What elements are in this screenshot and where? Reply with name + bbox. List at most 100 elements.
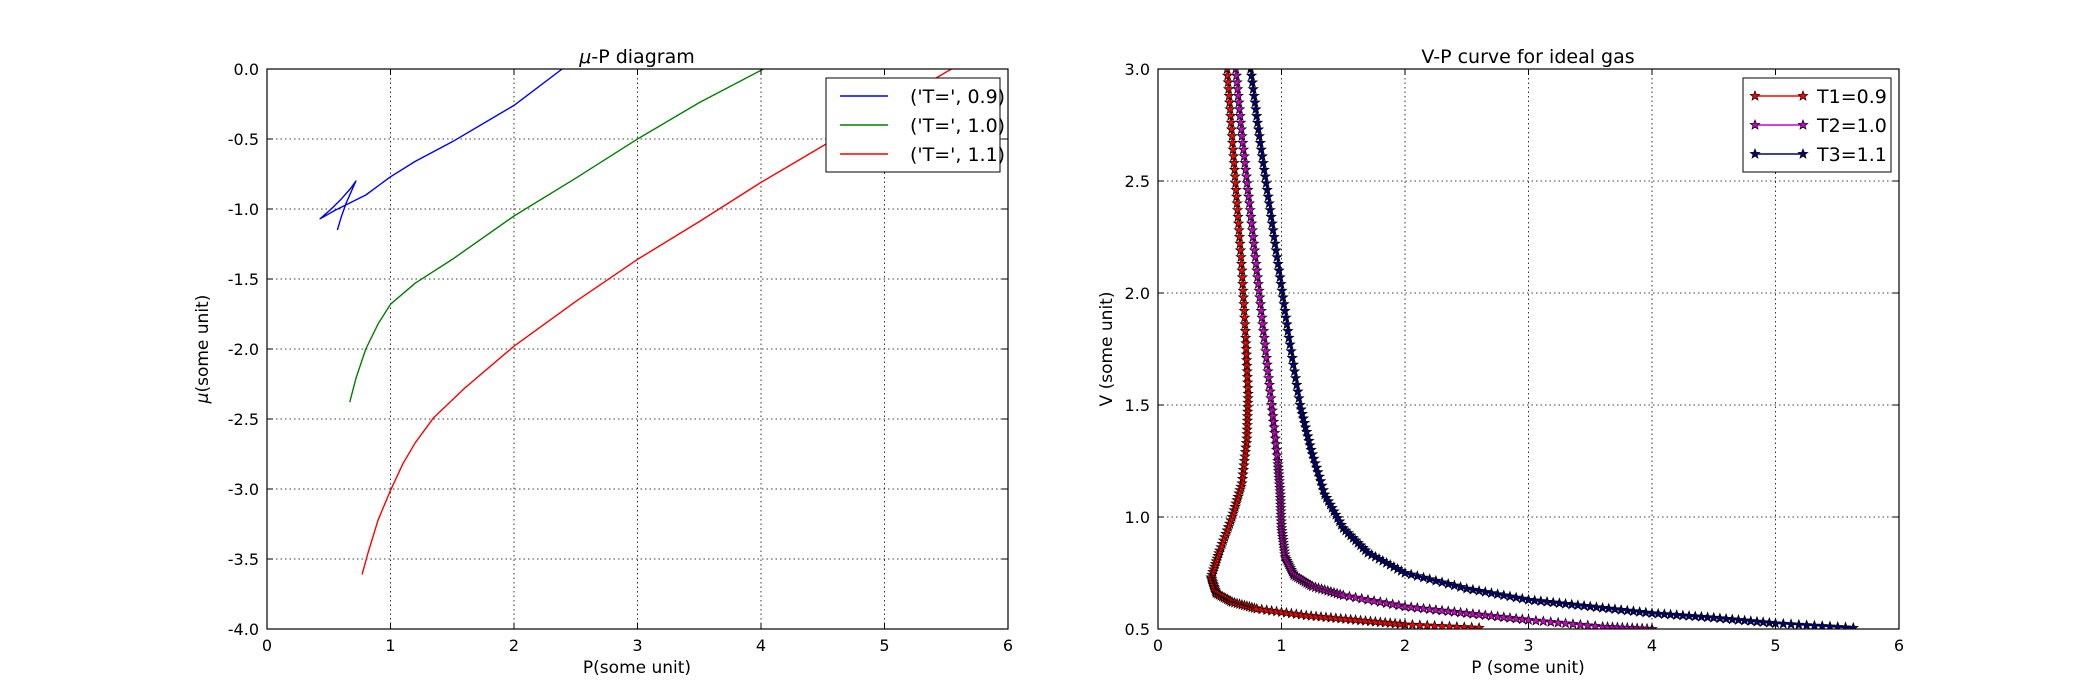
data-point (1708, 611, 1720, 623)
data-point (1652, 607, 1664, 619)
data-point (1245, 69, 1258, 81)
data-point (1247, 231, 1259, 242)
x-tick-label: 0 (262, 636, 272, 655)
data-point (1253, 284, 1265, 296)
data-point (1479, 586, 1491, 597)
data-point (1283, 331, 1295, 343)
data-point (1417, 602, 1430, 614)
data-point (1251, 264, 1263, 276)
y-tick-label: 3.0 (1125, 60, 1150, 79)
data-point (1255, 304, 1267, 316)
data-point (1250, 110, 1263, 121)
data-point (1670, 609, 1683, 620)
data-point (1262, 372, 1275, 383)
x-tick-label: 5 (879, 636, 889, 655)
chart1-title: μ-P diagram (578, 46, 694, 68)
data-point (1552, 616, 1564, 628)
data-point (1356, 592, 1368, 604)
data-point (1757, 616, 1769, 628)
data-point (1249, 96, 1261, 108)
chart2-x-axis-label: P (some unit) (1471, 658, 1585, 678)
data-point (1421, 619, 1433, 629)
data-point (1276, 284, 1288, 296)
data-point (1343, 590, 1356, 602)
data-point (1250, 103, 1262, 115)
chart2-ticks: 0 1 2 3 4 5 6 0.5 1.0 1.5 2.0 2.5 3.0 (1125, 60, 1905, 655)
data-point (1252, 123, 1265, 135)
data-point (1785, 618, 1797, 629)
data-point (1284, 338, 1296, 350)
data-point (1627, 605, 1640, 617)
y-tick-label: -0.5 (228, 130, 259, 149)
data-point (1264, 204, 1276, 215)
data-point (1251, 271, 1264, 283)
data-point (1242, 190, 1255, 202)
data-point (1231, 83, 1244, 95)
data-point (1258, 331, 1270, 343)
legend-label-1: T1=0.9 (1816, 86, 1887, 108)
data-point (1640, 606, 1652, 618)
data-point (1832, 620, 1844, 629)
data-point (1516, 613, 1529, 625)
data-point (1714, 612, 1726, 624)
data-point (1582, 619, 1594, 629)
data-point (1312, 466, 1324, 478)
chart2-title: V-P curve for ideal gas (1421, 46, 1634, 68)
data-point (1467, 583, 1479, 595)
data-point (1261, 183, 1273, 195)
data-point (1254, 291, 1266, 303)
y-tick-label: 1.0 (1125, 508, 1150, 527)
data-point (1362, 593, 1374, 605)
data-point (1621, 604, 1634, 616)
series-markers-2 (1230, 69, 1658, 629)
data-point (1266, 217, 1278, 229)
data-point (1236, 130, 1248, 142)
x-tick-label: 0 (1153, 636, 1163, 655)
legend-marker (1749, 89, 1761, 101)
data-point (1232, 89, 1244, 101)
data-point (1235, 116, 1247, 128)
data-point (1242, 183, 1254, 195)
data-point (1262, 365, 1274, 377)
data-point (1282, 325, 1294, 336)
legend-label-3: ('T=', 1.1) (910, 144, 1005, 166)
data-point (1316, 479, 1328, 491)
data-point (1572, 599, 1584, 611)
x-tick-label: 2 (1400, 636, 1410, 655)
data-point (1567, 618, 1579, 629)
data-point (1547, 596, 1559, 608)
x-tick-label: 1 (1276, 636, 1286, 655)
data-point (1677, 609, 1689, 621)
data-point (1646, 607, 1658, 619)
data-point (1658, 608, 1671, 620)
data-point (1256, 150, 1268, 162)
data-point (1238, 150, 1250, 162)
data-point (1241, 177, 1253, 189)
data-point (1270, 244, 1282, 256)
chart1-series (319, 69, 953, 575)
data-point (1689, 610, 1701, 622)
data-point (1436, 604, 1448, 616)
data-point (1248, 89, 1260, 101)
data-point (1314, 475, 1327, 487)
data-point (1454, 606, 1467, 618)
legend-label-2: ('T=', 1.0) (910, 115, 1005, 137)
data-point (1541, 595, 1553, 607)
data-point (1244, 204, 1256, 215)
data-point (1763, 616, 1776, 628)
data-point (1250, 257, 1262, 269)
data-point (1609, 603, 1621, 615)
data-point (1248, 237, 1260, 249)
data-point (1254, 136, 1266, 148)
data-point (1278, 298, 1290, 310)
data-point (1349, 591, 1362, 603)
data-point (1271, 251, 1283, 263)
series-line-1 (319, 69, 563, 231)
data-point (1267, 224, 1279, 236)
data-point (1800, 619, 1813, 629)
data-point (1263, 197, 1275, 209)
data-point (1368, 595, 1380, 606)
data-point (1247, 83, 1259, 95)
data-point (1633, 605, 1646, 617)
data-point (1664, 608, 1677, 620)
